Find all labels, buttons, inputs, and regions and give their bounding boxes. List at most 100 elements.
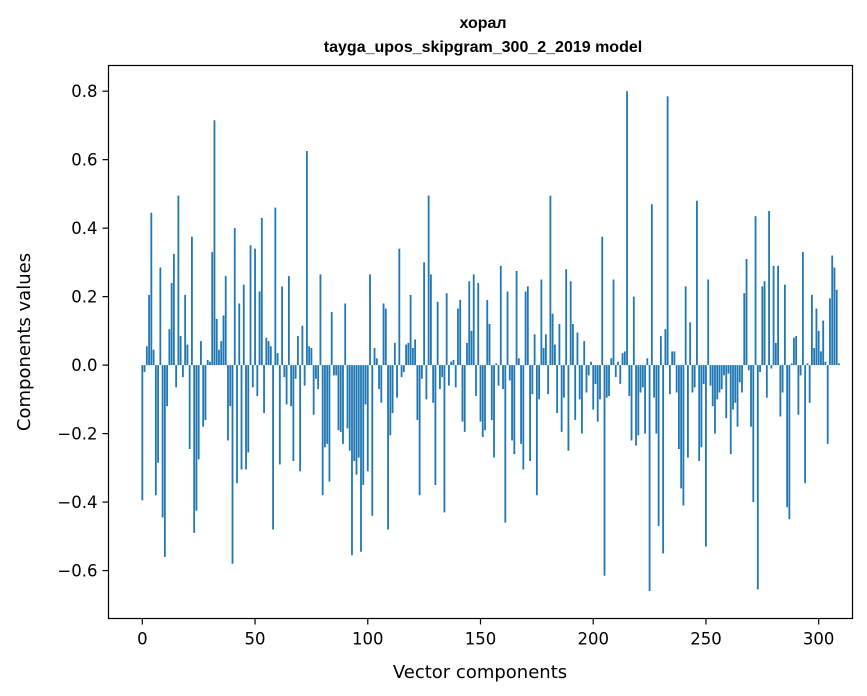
bar-164 <box>511 365 513 441</box>
bar-115 <box>400 365 403 378</box>
bar-202 <box>596 365 599 422</box>
bar-205 <box>603 365 606 576</box>
bar-250 <box>705 365 707 547</box>
bar-273 <box>756 365 759 590</box>
bar-181 <box>549 195 552 366</box>
bar-219 <box>635 365 637 446</box>
bar-43 <box>238 303 241 366</box>
bar-8 <box>159 267 162 366</box>
y-tick-label: −0.6 <box>57 562 97 581</box>
bar-67 <box>292 365 295 461</box>
bar-307 <box>833 267 836 366</box>
bar-36 <box>222 315 225 366</box>
bar-168 <box>520 365 522 444</box>
bar-33 <box>215 318 218 366</box>
bar-251 <box>707 279 710 366</box>
bar-302 <box>822 320 825 366</box>
bar-188 <box>565 269 568 366</box>
bar-220 <box>637 365 640 436</box>
bar-213 <box>621 353 624 366</box>
y-tick-label: 0.4 <box>71 219 97 238</box>
bar-52 <box>258 291 261 366</box>
bar-269 <box>747 365 750 371</box>
bar-227 <box>653 365 655 398</box>
x-tick-label: 200 <box>577 630 609 649</box>
bar-53 <box>260 217 263 366</box>
bar-243 <box>689 322 692 366</box>
bar-275 <box>761 286 764 366</box>
bar-225 <box>648 365 651 592</box>
bar-61 <box>278 365 281 465</box>
bar-109 <box>387 365 389 530</box>
bar-75 <box>310 347 313 366</box>
bar-157 <box>495 363 498 366</box>
y-tick-label: 0.2 <box>71 288 97 307</box>
bar-299 <box>815 308 818 366</box>
bar-176 <box>538 365 541 400</box>
bar-294 <box>804 365 807 484</box>
bar-215 <box>626 91 628 366</box>
bar-113 <box>396 365 398 398</box>
bar-62 <box>281 286 283 366</box>
bar-152 <box>484 365 486 431</box>
bar-79 <box>319 274 322 366</box>
bar-154 <box>488 324 491 366</box>
bar-82 <box>326 365 329 444</box>
bar-77 <box>315 365 317 379</box>
bar-69 <box>296 336 299 366</box>
bar-112 <box>393 342 396 366</box>
bar-12 <box>168 329 171 366</box>
bar-199 <box>590 361 592 366</box>
bar-196 <box>583 341 586 366</box>
chart-title: хорал <box>459 15 506 32</box>
bar-128 <box>430 274 432 366</box>
bar-263 <box>734 365 737 403</box>
bar-56 <box>267 341 270 366</box>
bar-29 <box>206 359 209 366</box>
x-axis-label: Vector components <box>393 662 567 683</box>
bar-216 <box>628 365 631 396</box>
bar-185 <box>558 324 561 366</box>
bar-94 <box>353 365 356 461</box>
bar-0 <box>141 365 144 501</box>
bar-6 <box>154 365 157 496</box>
bar-133 <box>441 365 444 378</box>
bar-172 <box>529 365 531 461</box>
bar-221 <box>639 365 642 393</box>
bar-206 <box>605 365 608 398</box>
bar-267 <box>743 293 746 366</box>
bar-148 <box>475 365 477 396</box>
bar-91 <box>346 365 349 429</box>
bar-252 <box>709 365 712 386</box>
bar-147 <box>472 274 475 366</box>
bar-42 <box>236 365 238 484</box>
bar-98 <box>362 365 365 485</box>
bar-103 <box>373 347 376 366</box>
bar-81 <box>324 365 326 448</box>
bar-31 <box>211 252 214 366</box>
bar-293 <box>802 252 804 366</box>
bar-66 <box>290 365 293 407</box>
bar-265 <box>738 365 741 383</box>
bar-118 <box>407 342 410 366</box>
bar-281 <box>774 342 777 366</box>
bar-282 <box>777 265 779 366</box>
bar-35 <box>220 341 223 366</box>
y-tick-label: 0.8 <box>71 82 97 101</box>
bar-309 <box>838 363 840 366</box>
bar-45 <box>242 284 245 366</box>
bar-287 <box>788 365 791 520</box>
bar-162 <box>506 291 509 366</box>
bar-34 <box>218 349 220 366</box>
bar-140 <box>457 308 459 366</box>
bar-1 <box>143 365 146 372</box>
bar-111 <box>391 365 394 414</box>
bar-132 <box>439 365 441 390</box>
bar-102 <box>371 365 374 516</box>
bar-264 <box>736 365 739 427</box>
bar-238 <box>678 365 680 449</box>
bar-110 <box>389 365 392 436</box>
bar-239 <box>680 365 683 489</box>
bar-207 <box>608 365 610 396</box>
